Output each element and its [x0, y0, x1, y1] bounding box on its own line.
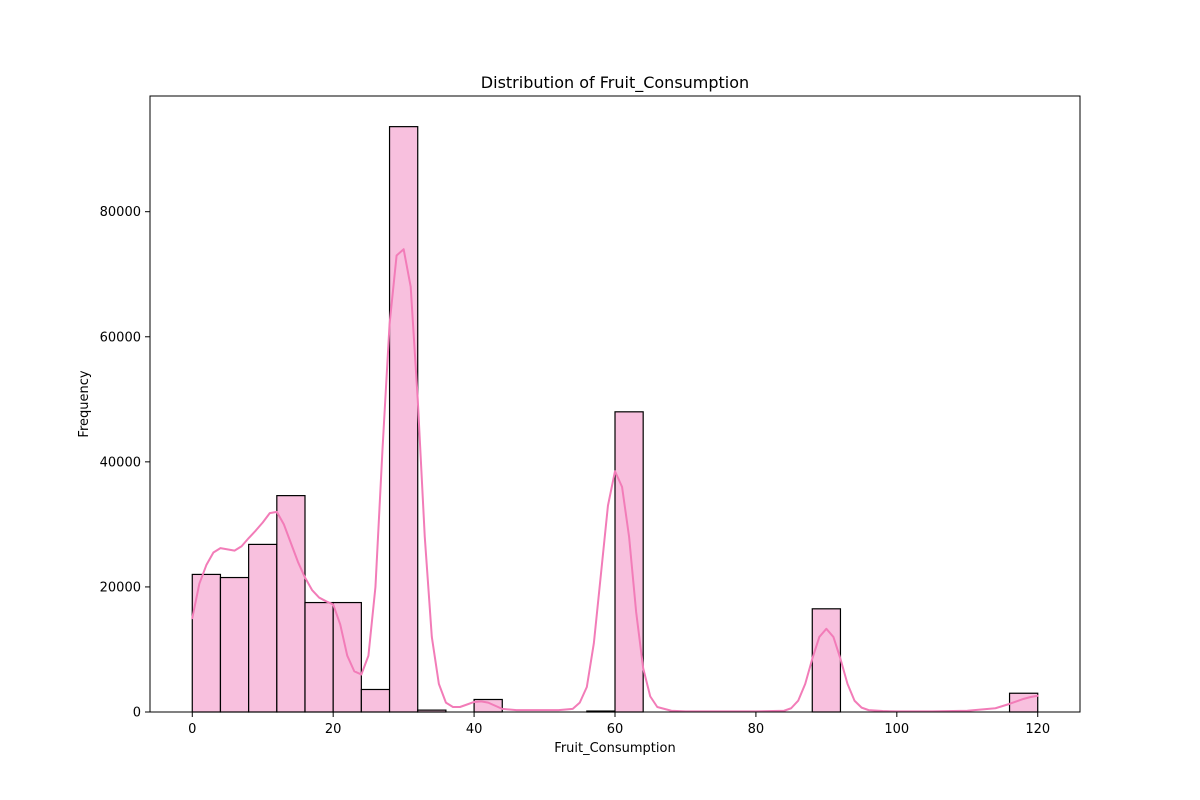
histogram-bar	[276, 495, 306, 713]
x-tick-label: 120	[1025, 722, 1050, 737]
x-tick-label: 80	[748, 722, 765, 737]
kde-line	[191, 248, 1039, 713]
y-tick-label: 0	[133, 706, 141, 721]
histogram-bar	[614, 411, 644, 713]
histogram-bar	[304, 601, 334, 713]
x-tick-label: 0	[188, 722, 196, 737]
x-tick-label: 20	[325, 722, 342, 737]
y-tick-label: 40000	[100, 455, 141, 470]
x-axis-ticks: 0 20 40 60 80 100 120	[188, 712, 1050, 737]
histogram-bar	[811, 608, 842, 713]
bars-layer	[191, 126, 1039, 713]
kde-layer	[191, 248, 1039, 713]
histogram-bar	[388, 126, 419, 713]
y-axis-label: Frequency	[77, 370, 92, 437]
x-axis-label: Fruit_Consumption	[554, 741, 675, 756]
x-tick-label: 100	[884, 722, 909, 737]
x-tick-label: 40	[466, 722, 483, 737]
histogram-bar	[248, 543, 278, 713]
x-tick-label: 60	[607, 722, 624, 737]
y-tick-label: 20000	[100, 580, 141, 595]
y-tick-label: 60000	[100, 330, 141, 345]
chart-title: Distribution of Fruit_Consumption	[481, 73, 749, 93]
y-tick-label: 80000	[100, 205, 141, 220]
y-axis-ticks: 0 20000 40000 60000 80000	[100, 205, 150, 721]
histogram-bar	[219, 576, 250, 713]
histogram-bar	[360, 688, 391, 713]
